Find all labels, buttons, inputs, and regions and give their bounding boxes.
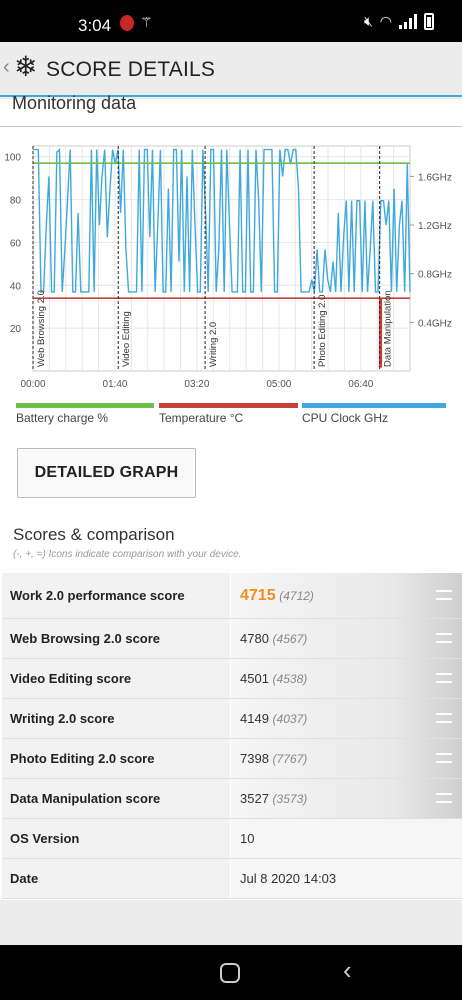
- legend-swatch: [16, 403, 154, 408]
- score-compare: (4567): [272, 632, 308, 646]
- score-label: Work 2.0 performance score: [2, 573, 230, 618]
- score-value: 7398: [240, 751, 269, 766]
- score-value-cell: 4715 (4712): [231, 573, 462, 618]
- legend-label: CPU Clock GHz: [302, 411, 389, 425]
- score-row-work[interactable]: Work 2.0 performance score 4715 (4712): [2, 573, 462, 619]
- x-tick-label: 03:20: [184, 379, 209, 390]
- snowflake-icon: ❄: [14, 51, 38, 82]
- score-value-cell: 7398 (7767): [231, 739, 462, 778]
- info-label: Date: [2, 859, 230, 898]
- legend-temperature: Temperature °C: [159, 403, 298, 425]
- legend-label: Battery charge %: [16, 411, 109, 425]
- y2-tick-label: 1.2GHz: [418, 221, 452, 232]
- info-value: 10: [231, 819, 462, 858]
- phase-label: Video Editing: [121, 311, 132, 367]
- y2-tick-label: 1.6GHz: [418, 172, 452, 183]
- score-compare: (7767): [272, 752, 308, 766]
- scores-subtitle: (-, +, =) Icons indicate comparison with…: [13, 549, 242, 560]
- x-tick-label: 00:00: [20, 379, 45, 390]
- score-label: Video Editing score: [2, 659, 230, 698]
- info-row-date: Date Jul 8 2020 14:03: [2, 859, 462, 899]
- score-row-writing[interactable]: Writing 2.0 score 4149 (4037): [2, 699, 462, 739]
- wifi-icon: ◠: [379, 13, 392, 29]
- mute-icon: 🔇︎: [363, 13, 373, 29]
- info-label: OS Version: [2, 819, 230, 858]
- y2-tick-label: 0.8GHz: [418, 270, 452, 281]
- y-tick-label: 80: [10, 196, 22, 207]
- battery-icon: [424, 13, 434, 30]
- score-value: 3527: [240, 791, 269, 806]
- scores-title: Scores & comparison: [13, 525, 175, 544]
- score-compare: (4712): [279, 589, 314, 603]
- x-tick-label: 06:40: [348, 379, 373, 390]
- series-cpu-clock: [33, 147, 411, 293]
- chevron-left-icon[interactable]: ‹: [3, 56, 10, 78]
- score-label: Writing 2.0 score: [2, 699, 230, 738]
- wand-icon: ⚚: [140, 14, 153, 30]
- back-icon[interactable]: ‹: [343, 955, 352, 985]
- score-row-web-browsing[interactable]: Web Browsing 2.0 score 4780 (4567): [2, 619, 462, 659]
- y-tick-label: 40: [10, 281, 22, 292]
- score-value-cell: 3527 (3573): [231, 779, 462, 818]
- legend-cpu: CPU Clock GHz: [302, 403, 446, 425]
- score-compare: (4538): [272, 672, 308, 686]
- legend-battery: Battery charge %: [16, 403, 154, 425]
- score-value-cell: 4501 (4538): [231, 659, 462, 698]
- y2-tick-label: 0.4GHz: [418, 318, 452, 329]
- equals-icon: [436, 673, 452, 683]
- equals-icon: [436, 753, 452, 763]
- detailed-graph-button[interactable]: DETAILED GRAPH: [17, 448, 196, 498]
- monitoring-title: Monitoring data: [12, 93, 137, 113]
- status-time: 3:04: [78, 16, 112, 35]
- app-header: ‹ ❄ SCORE DETAILS: [0, 42, 462, 97]
- info-row-os-version: OS Version 10: [2, 819, 462, 859]
- navigation-bar: ‹: [0, 945, 462, 1000]
- equals-icon: [436, 713, 452, 723]
- score-value: 4149: [240, 711, 269, 726]
- phase-label: Photo Editing 2.0: [317, 295, 328, 367]
- content-panel: Monitoring data 20 40 60 80 100 0.4GHz 0.8GHz 1…: [0, 93, 462, 900]
- score-compare: (3573): [272, 792, 308, 806]
- score-value: 4715: [240, 587, 276, 604]
- equals-icon: [436, 793, 452, 803]
- y-tick-label: 60: [10, 238, 22, 249]
- score-row-data-manipulation[interactable]: Data Manipulation score 3527 (3573): [2, 779, 462, 819]
- y-tick-label: 100: [4, 153, 21, 164]
- equals-icon: [436, 633, 452, 643]
- info-value: Jul 8 2020 14:03: [231, 859, 462, 898]
- series-temperature: [33, 297, 410, 368]
- score-label: Photo Editing 2.0 score: [2, 739, 230, 778]
- legend-swatch: [159, 403, 298, 408]
- score-compare: (4037): [272, 712, 308, 726]
- app-notification-icon: [120, 15, 134, 31]
- divider: [0, 126, 462, 127]
- scores-table: Work 2.0 performance score 4715 (4712) W…: [2, 573, 462, 899]
- phase-label: Writing 2.0: [208, 322, 219, 367]
- y-tick-label: 20: [10, 324, 22, 335]
- score-label: Web Browsing 2.0 score: [2, 619, 230, 658]
- home-icon[interactable]: [220, 963, 240, 983]
- score-value: 4780: [240, 631, 269, 646]
- score-value-cell: 4149 (4037): [231, 699, 462, 738]
- x-tick-label: 05:00: [266, 379, 291, 390]
- score-row-photo-editing[interactable]: Photo Editing 2.0 score 7398 (7767): [2, 739, 462, 779]
- status-bar: 3:04 ⚚ 🔇︎ ◠: [0, 0, 462, 42]
- status-icons: 🔇︎ ◠: [364, 13, 434, 30]
- score-value: 4501: [240, 671, 269, 686]
- x-tick-label: 01:40: [102, 379, 127, 390]
- phase-label: Data Manipulation: [383, 290, 394, 367]
- legend-label: Temperature °C: [159, 411, 244, 425]
- score-value-cell: 4780 (4567): [231, 619, 462, 658]
- equals-icon: [436, 590, 452, 600]
- score-label: Data Manipulation score: [2, 779, 230, 818]
- signal-icon: [399, 14, 417, 29]
- score-row-video-editing[interactable]: Video Editing score 4501 (4538): [2, 659, 462, 699]
- monitoring-chart: 20 40 60 80 100 0.4GHz 0.8GHz 1.2GHz 1.6GHz 00:00…: [4, 145, 452, 390]
- legend-swatch: [302, 403, 446, 408]
- page-title: SCORE DETAILS: [46, 58, 216, 81]
- phase-label: Web Browsing 2.0: [36, 290, 47, 367]
